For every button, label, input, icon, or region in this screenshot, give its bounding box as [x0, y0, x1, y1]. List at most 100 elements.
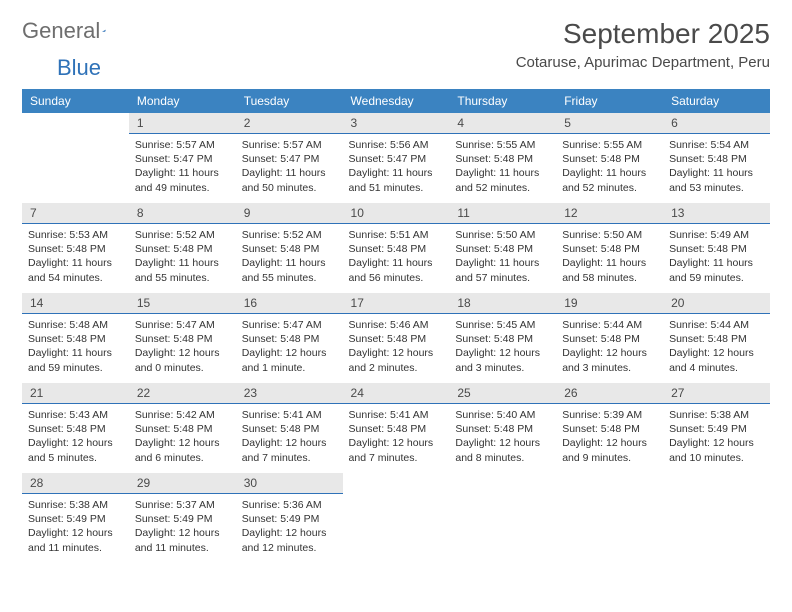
- logo-text-general: General: [22, 18, 100, 44]
- daylight-line: Daylight: 12 hours and 3 minutes.: [455, 346, 550, 374]
- sunrise-line: Sunrise: 5:38 AM: [669, 408, 764, 422]
- sunset-line: Sunset: 5:48 PM: [349, 422, 444, 436]
- sunset-line: Sunset: 5:48 PM: [455, 242, 550, 256]
- sunset-line: Sunset: 5:48 PM: [135, 242, 230, 256]
- sunrise-line: Sunrise: 5:54 AM: [669, 138, 764, 152]
- sunrise-line: Sunrise: 5:37 AM: [135, 498, 230, 512]
- sunrise-line: Sunrise: 5:39 AM: [562, 408, 657, 422]
- calendar-day-cell: 22Sunrise: 5:42 AMSunset: 5:48 PMDayligh…: [129, 383, 236, 473]
- sunset-line: Sunset: 5:48 PM: [669, 332, 764, 346]
- sunrise-line: Sunrise: 5:51 AM: [349, 228, 444, 242]
- day-number: 28: [22, 473, 129, 494]
- day-number: 12: [556, 203, 663, 224]
- calendar-week-row: 1Sunrise: 5:57 AMSunset: 5:47 PMDaylight…: [22, 113, 770, 203]
- sunset-line: Sunset: 5:48 PM: [455, 332, 550, 346]
- daylight-line: Daylight: 11 hours and 49 minutes.: [135, 166, 230, 194]
- day-body: Sunrise: 5:38 AMSunset: 5:49 PMDaylight:…: [22, 494, 129, 561]
- calendar-day-cell: 24Sunrise: 5:41 AMSunset: 5:48 PMDayligh…: [343, 383, 450, 473]
- daylight-line: Daylight: 12 hours and 3 minutes.: [562, 346, 657, 374]
- sunset-line: Sunset: 5:47 PM: [349, 152, 444, 166]
- calendar-day-cell: 23Sunrise: 5:41 AMSunset: 5:48 PMDayligh…: [236, 383, 343, 473]
- calendar-day-cell: 21Sunrise: 5:43 AMSunset: 5:48 PMDayligh…: [22, 383, 129, 473]
- weekday-header: Wednesday: [343, 89, 450, 113]
- calendar-day-cell: [556, 473, 663, 563]
- sunrise-line: Sunrise: 5:41 AM: [242, 408, 337, 422]
- day-body: Sunrise: 5:55 AMSunset: 5:48 PMDaylight:…: [449, 134, 556, 201]
- day-number: 10: [343, 203, 450, 224]
- sunset-line: Sunset: 5:47 PM: [135, 152, 230, 166]
- day-body: Sunrise: 5:46 AMSunset: 5:48 PMDaylight:…: [343, 314, 450, 381]
- daylight-line: Daylight: 12 hours and 9 minutes.: [562, 436, 657, 464]
- daylight-line: Daylight: 11 hours and 55 minutes.: [242, 256, 337, 284]
- day-number: 5: [556, 113, 663, 134]
- calendar-week-row: 28Sunrise: 5:38 AMSunset: 5:49 PMDayligh…: [22, 473, 770, 563]
- daylight-line: Daylight: 12 hours and 12 minutes.: [242, 526, 337, 554]
- sunset-line: Sunset: 5:48 PM: [562, 332, 657, 346]
- sunrise-line: Sunrise: 5:56 AM: [349, 138, 444, 152]
- calendar-day-cell: 26Sunrise: 5:39 AMSunset: 5:48 PMDayligh…: [556, 383, 663, 473]
- day-body: Sunrise: 5:53 AMSunset: 5:48 PMDaylight:…: [22, 224, 129, 291]
- day-body: Sunrise: 5:56 AMSunset: 5:47 PMDaylight:…: [343, 134, 450, 201]
- sunset-line: Sunset: 5:48 PM: [349, 242, 444, 256]
- day-number: 29: [129, 473, 236, 494]
- weekday-header: Tuesday: [236, 89, 343, 113]
- sunrise-line: Sunrise: 5:48 AM: [28, 318, 123, 332]
- calendar-day-cell: 16Sunrise: 5:47 AMSunset: 5:48 PMDayligh…: [236, 293, 343, 383]
- sunset-line: Sunset: 5:48 PM: [669, 152, 764, 166]
- day-body: Sunrise: 5:55 AMSunset: 5:48 PMDaylight:…: [556, 134, 663, 201]
- sunrise-line: Sunrise: 5:40 AM: [455, 408, 550, 422]
- calendar-day-cell: 30Sunrise: 5:36 AMSunset: 5:49 PMDayligh…: [236, 473, 343, 563]
- day-number: 15: [129, 293, 236, 314]
- daylight-line: Daylight: 11 hours and 57 minutes.: [455, 256, 550, 284]
- calendar-day-cell: 19Sunrise: 5:44 AMSunset: 5:48 PMDayligh…: [556, 293, 663, 383]
- sunrise-line: Sunrise: 5:55 AM: [455, 138, 550, 152]
- daylight-line: Daylight: 12 hours and 0 minutes.: [135, 346, 230, 374]
- sunrise-line: Sunrise: 5:55 AM: [562, 138, 657, 152]
- calendar-day-cell: 15Sunrise: 5:47 AMSunset: 5:48 PMDayligh…: [129, 293, 236, 383]
- location: Cotaruse, Apurimac Department, Peru: [516, 54, 770, 71]
- sunset-line: Sunset: 5:48 PM: [562, 152, 657, 166]
- sunset-line: Sunset: 5:48 PM: [242, 422, 337, 436]
- sunrise-line: Sunrise: 5:47 AM: [242, 318, 337, 332]
- daylight-line: Daylight: 11 hours and 52 minutes.: [562, 166, 657, 194]
- day-body: Sunrise: 5:44 AMSunset: 5:48 PMDaylight:…: [663, 314, 770, 381]
- day-body: Sunrise: 5:42 AMSunset: 5:48 PMDaylight:…: [129, 404, 236, 471]
- logo-text-blue: Blue: [57, 55, 101, 80]
- day-number: 24: [343, 383, 450, 404]
- calendar-day-cell: 18 Sunrise: 5:45 AMSunset: 5:48 PMDayligh…: [449, 293, 556, 383]
- daylight-line: Daylight: 11 hours and 55 minutes.: [135, 256, 230, 284]
- calendar-day-cell: [663, 473, 770, 563]
- sunrise-line: Sunrise: 5:36 AM: [242, 498, 337, 512]
- calendar-day-cell: 6Sunrise: 5:54 AMSunset: 5:48 PMDaylight…: [663, 113, 770, 203]
- calendar-day-cell: [22, 113, 129, 203]
- sunset-line: Sunset: 5:49 PM: [669, 422, 764, 436]
- day-body: Sunrise: 5:40 AMSunset: 5:48 PMDaylight:…: [449, 404, 556, 471]
- day-number: 18: [449, 293, 556, 314]
- day-number: 25: [449, 383, 556, 404]
- daylight-line: Daylight: 11 hours and 50 minutes.: [242, 166, 337, 194]
- weekday-header: Friday: [556, 89, 663, 113]
- sunrise-line: Sunrise: 5:46 AM: [349, 318, 444, 332]
- day-number: 7: [22, 203, 129, 224]
- day-body: Sunrise: 5:43 AMSunset: 5:48 PMDaylight:…: [22, 404, 129, 471]
- sunset-line: Sunset: 5:47 PM: [242, 152, 337, 166]
- month-title: September 2025: [516, 18, 770, 50]
- daylight-line: Daylight: 11 hours and 54 minutes.: [28, 256, 123, 284]
- sunrise-line: Sunrise: 5:47 AM: [135, 318, 230, 332]
- sunrise-line: Sunrise: 5:45 AM: [455, 318, 550, 332]
- day-number: 30: [236, 473, 343, 494]
- day-number: 9: [236, 203, 343, 224]
- sunrise-line: Sunrise: 5:50 AM: [562, 228, 657, 242]
- calendar-week-row: 7Sunrise: 5:53 AMSunset: 5:48 PMDaylight…: [22, 203, 770, 293]
- calendar-day-cell: 1Sunrise: 5:57 AMSunset: 5:47 PMDaylight…: [129, 113, 236, 203]
- day-number: 1: [129, 113, 236, 134]
- calendar-day-cell: 29Sunrise: 5:37 AMSunset: 5:49 PMDayligh…: [129, 473, 236, 563]
- day-number: 13: [663, 203, 770, 224]
- day-body: Sunrise: 5:49 AMSunset: 5:48 PMDaylight:…: [663, 224, 770, 291]
- daylight-line: Daylight: 11 hours and 53 minutes.: [669, 166, 764, 194]
- day-body: Sunrise: 5:36 AMSunset: 5:49 PMDaylight:…: [236, 494, 343, 561]
- day-number: 20: [663, 293, 770, 314]
- day-body: Sunrise: 5:50 AMSunset: 5:48 PMDaylight:…: [449, 224, 556, 291]
- day-number: 27: [663, 383, 770, 404]
- daylight-line: Daylight: 11 hours and 59 minutes.: [28, 346, 123, 374]
